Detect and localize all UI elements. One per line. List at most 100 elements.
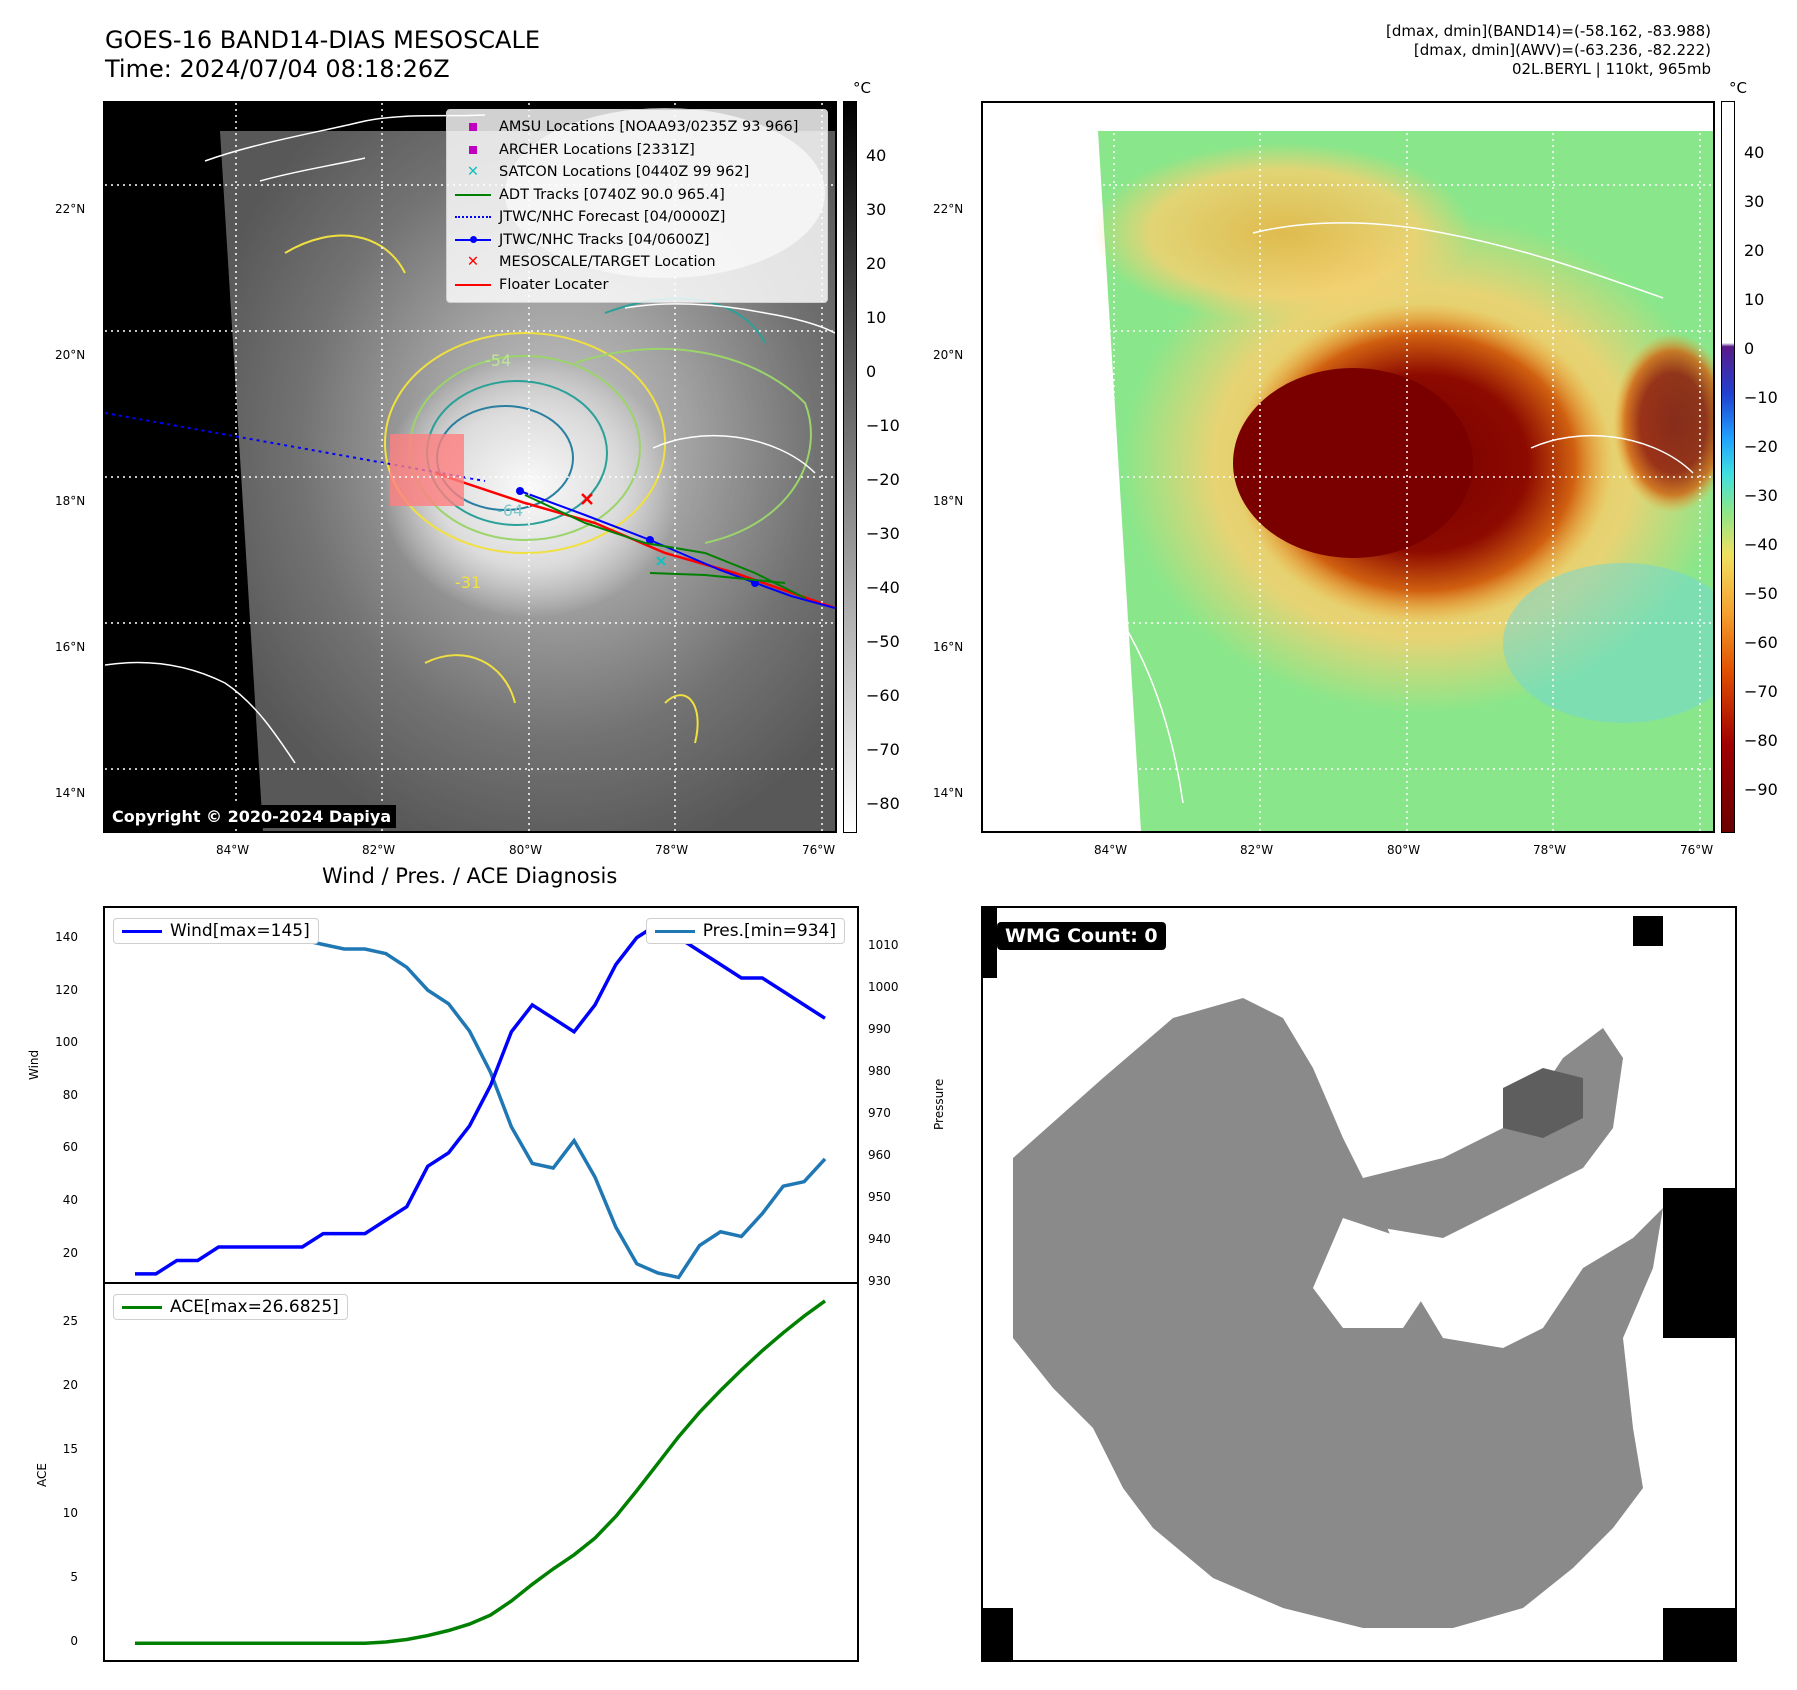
y-tick: 60	[62, 1140, 78, 1154]
lat-label: 18°N	[55, 494, 86, 508]
title-line-2: Time: 2024/07/04 08:18:26Z	[105, 55, 450, 83]
y-tick: 20	[62, 1246, 78, 1260]
legend-satcon: ✕ SATCON Locations [0440Z 99 962]	[455, 161, 819, 184]
colorbar-tick: 10	[866, 308, 887, 327]
colorbar-tick: 0	[1744, 339, 1755, 358]
lat-label: 16°N	[55, 640, 86, 654]
colorbar-tick: 30	[866, 200, 887, 219]
lat-label: 16°N	[933, 640, 964, 654]
colorbar-tick: 40	[866, 146, 887, 165]
colorbar-tick: 20	[1744, 241, 1765, 260]
y-tick: 140	[55, 930, 78, 944]
y-tick: 40	[62, 1193, 78, 1207]
red-x-icon: ✕	[466, 254, 480, 271]
ir-map-panel: -54 -31 -64 AMSU Locations [NOAA93/0235Z…	[103, 101, 837, 833]
colorbar-tick: −70	[866, 740, 900, 759]
blue-line-icon	[122, 929, 162, 933]
y-tick: 970	[868, 1106, 891, 1120]
colorbar-tick: 40	[1744, 143, 1765, 162]
ace-series-line	[135, 1299, 827, 1646]
diagnosis-title: Wind / Pres. / ACE Diagnosis	[322, 864, 618, 888]
colorbar-tick: −20	[1744, 437, 1778, 456]
y-tick: 960	[868, 1148, 891, 1162]
lon-label: 80°W	[1387, 843, 1421, 857]
lat-label: 14°N	[933, 786, 964, 800]
y-tick: 0	[70, 1634, 78, 1648]
colorbar-tick: −60	[1744, 633, 1778, 652]
enhanced-colorbar-unit: °C	[1729, 79, 1747, 97]
lon-label: 84°W	[216, 843, 250, 857]
steelblue-line-icon	[654, 929, 695, 933]
legend-amsu: AMSU Locations [NOAA93/0235Z 93 966]	[455, 116, 819, 139]
wmg-count-badge: WMG Count: 0	[997, 922, 1166, 950]
lon-label: 78°W	[1533, 843, 1567, 857]
y-tick: 5	[70, 1570, 78, 1584]
colorbar-tick: −80	[866, 794, 900, 813]
copyright-label: Copyright © 2020-2024 Dapiya	[107, 805, 397, 828]
ace-chart	[134, 1299, 827, 1646]
lat-label: 20°N	[55, 348, 86, 362]
colorbar-tick: −40	[866, 578, 900, 597]
contour-label: -54	[485, 351, 512, 370]
legend-forecast: JTWC/NHC Forecast [04/0000Z]	[455, 206, 819, 229]
lon-label: 80°W	[509, 843, 543, 857]
y-tick: 25	[62, 1314, 78, 1328]
y-tick: 990	[868, 1022, 891, 1036]
colorbar-tick: −30	[1744, 486, 1778, 505]
storm-info: [dmax, dmin](BAND14)=(-58.162, -83.988) …	[1386, 22, 1711, 79]
ir-colorbar	[843, 101, 857, 833]
wind-pres-chart	[134, 919, 827, 1280]
legend-floater: Floater Locater	[455, 274, 819, 297]
ace-legend: ACE[max=26.6825]	[113, 1294, 348, 1320]
magenta-square-icon	[455, 143, 491, 157]
legend-tracks: JTWC/NHC Tracks [04/0600Z]	[455, 229, 819, 252]
y-tick: 980	[868, 1064, 891, 1078]
wind-series-line	[135, 922, 826, 1276]
colorbar-tick: −50	[866, 632, 900, 651]
red-line-icon	[455, 278, 491, 292]
enhanced-colorbar	[1721, 101, 1735, 833]
lon-label: 82°W	[362, 843, 396, 857]
figure-title: GOES-16 BAND14-DIAS MESOSCALE Time: 2024…	[105, 26, 540, 84]
colorbar-tick: 20	[866, 254, 887, 273]
ir-legend: AMSU Locations [NOAA93/0235Z 93 966] ARC…	[446, 109, 828, 303]
wmg-panel: WMG Count: 0	[981, 906, 1737, 1662]
colorbar-tick: 0	[866, 362, 877, 381]
pres-legend: Pres.[min=934]	[645, 918, 845, 944]
enhanced-imagery	[983, 103, 1713, 831]
green-line-icon	[455, 188, 491, 202]
lat-label: 14°N	[55, 786, 86, 800]
wmg-mask	[983, 908, 1735, 1660]
y-tick: 1000	[868, 980, 899, 994]
title-line-1: GOES-16 BAND14-DIAS MESOSCALE	[105, 26, 541, 54]
pressure-series-line	[135, 919, 827, 1280]
y-tick: 15	[62, 1442, 78, 1456]
lat-label: 18°N	[933, 494, 964, 508]
colorbar-tick: −10	[1744, 388, 1778, 407]
magenta-square-icon	[455, 120, 491, 134]
colorbar-tick: −60	[866, 686, 900, 705]
cyan-x-icon: ✕	[466, 164, 480, 181]
pres-axis-label: Pressure	[932, 1078, 946, 1130]
y-tick: 950	[868, 1190, 891, 1204]
colorbar-tick: −10	[866, 416, 900, 435]
green-line-icon	[122, 1305, 162, 1309]
colorbar-tick: −80	[1744, 731, 1778, 750]
lat-label: 22°N	[55, 202, 86, 216]
ace-axis-label: ACE	[35, 1463, 49, 1487]
colorbar-tick: −50	[1744, 584, 1778, 603]
y-tick: 20	[62, 1378, 78, 1392]
legend-mesoscale: ✕ MESOSCALE/TARGET Location	[455, 251, 819, 274]
lon-label: 76°W	[1680, 843, 1714, 857]
y-tick: 80	[62, 1088, 78, 1102]
legend-adt: ADT Tracks [0740Z 90.0 965.4]	[455, 184, 819, 207]
legend-archer: ARCHER Locations [2331Z]	[455, 139, 819, 162]
contour-label: -31	[455, 573, 482, 592]
contour-label: -64	[497, 501, 524, 520]
colorbar-tick: 30	[1744, 192, 1765, 211]
wind-legend: Wind[max=145]	[113, 918, 319, 944]
info-line-2: [dmax, dmin](AWV)=(-63.236, -82.222)	[1413, 41, 1711, 59]
colorbar-tick: −90	[1744, 780, 1778, 799]
y-tick: 940	[868, 1232, 891, 1246]
lon-label: 84°W	[1094, 843, 1128, 857]
